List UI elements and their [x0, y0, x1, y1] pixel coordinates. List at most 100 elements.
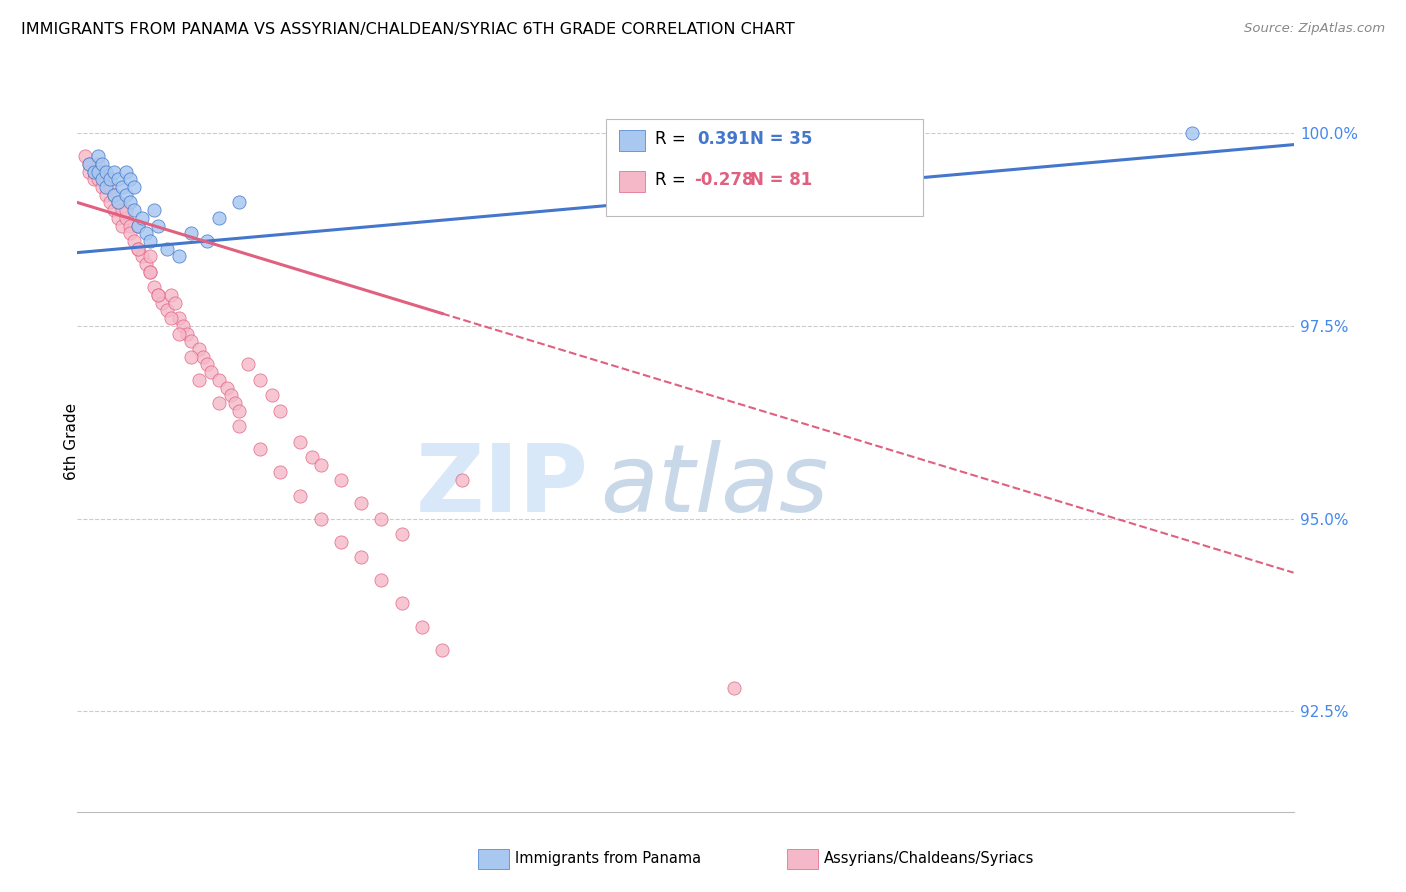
Point [391, 597, 413, 611]
Point [200, 365, 222, 379]
Point [111, 219, 134, 233]
Point [79, 157, 101, 171]
Point [103, 203, 125, 218]
Point [152, 295, 174, 310]
Point [118, 172, 141, 186]
Point [79, 157, 101, 171]
Point [90, 157, 112, 171]
Point [118, 219, 141, 233]
Point [167, 249, 190, 263]
Point [391, 527, 413, 541]
Point [163, 295, 186, 310]
Point [191, 350, 214, 364]
Point [228, 419, 250, 434]
Point [122, 203, 145, 218]
Point [127, 219, 149, 233]
Point [370, 574, 392, 588]
Point [86, 172, 108, 186]
Point [176, 326, 198, 341]
Point [135, 227, 157, 241]
Point [115, 164, 138, 178]
Point [188, 373, 211, 387]
Point [139, 265, 162, 279]
Point [90, 180, 112, 194]
Point [228, 195, 250, 210]
Point [115, 211, 138, 225]
Point [118, 227, 141, 241]
Point [269, 403, 291, 417]
Point [86, 164, 108, 178]
Point [290, 434, 312, 449]
Point [249, 442, 271, 457]
Point [329, 534, 352, 549]
Point [122, 234, 145, 248]
Text: R =: R = [655, 171, 690, 189]
Point [159, 288, 181, 302]
Text: -0.278: -0.278 [695, 171, 754, 189]
Point [221, 388, 243, 402]
Point [127, 242, 149, 256]
Point [103, 164, 125, 178]
Point [148, 288, 170, 302]
Point [755, 126, 778, 140]
Point [236, 358, 259, 372]
Point [107, 195, 129, 210]
Point [86, 157, 108, 171]
Point [143, 203, 166, 218]
Point [115, 187, 138, 202]
Point [139, 249, 162, 263]
Point [430, 642, 453, 657]
Point [94, 180, 117, 194]
Point [107, 211, 129, 225]
Point [107, 195, 129, 210]
Point [94, 164, 117, 178]
Point [301, 450, 323, 464]
Point [107, 172, 129, 186]
Point [122, 180, 145, 194]
Point [98, 180, 121, 194]
Point [208, 396, 231, 410]
Point [94, 187, 117, 202]
Point [350, 550, 373, 565]
Point [172, 318, 194, 333]
Text: N = 81: N = 81 [749, 171, 813, 189]
Point [118, 195, 141, 210]
Point [155, 303, 177, 318]
Point [83, 164, 105, 178]
Point [411, 620, 433, 634]
Point [370, 511, 392, 525]
Point [115, 203, 138, 218]
Point [269, 466, 291, 480]
Point [131, 211, 153, 225]
Point [111, 180, 134, 194]
Point [329, 473, 352, 487]
Text: 0.391: 0.391 [697, 129, 751, 148]
Point [79, 164, 101, 178]
Point [350, 496, 373, 510]
Point [103, 187, 125, 202]
Text: Source: ZipAtlas.com: Source: ZipAtlas.com [1244, 22, 1385, 36]
FancyBboxPatch shape [619, 130, 645, 151]
Point [167, 311, 190, 326]
Point [135, 257, 157, 271]
Point [180, 350, 202, 364]
Point [217, 380, 239, 394]
Point [249, 373, 271, 387]
Point [451, 473, 474, 487]
Point [180, 334, 202, 349]
Point [90, 172, 112, 186]
Text: atlas: atlas [600, 441, 828, 532]
FancyBboxPatch shape [619, 171, 645, 192]
Point [148, 288, 170, 302]
Text: N = 35: N = 35 [749, 129, 813, 148]
Point [228, 403, 250, 417]
Point [290, 489, 312, 503]
Point [103, 187, 125, 202]
Point [208, 211, 231, 225]
Point [86, 149, 108, 163]
Point [98, 195, 121, 210]
Text: IMMIGRANTS FROM PANAMA VS ASSYRIAN/CHALDEAN/SYRIAC 6TH GRADE CORRELATION CHART: IMMIGRANTS FROM PANAMA VS ASSYRIAN/CHALD… [21, 22, 794, 37]
Point [139, 265, 162, 279]
Point [159, 311, 181, 326]
Point [94, 172, 117, 186]
